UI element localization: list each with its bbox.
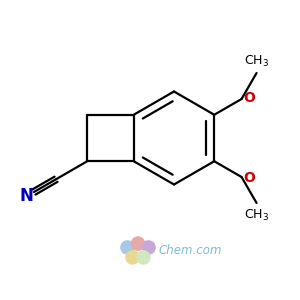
Text: Chem.com: Chem.com <box>158 244 222 257</box>
Circle shape <box>142 241 155 254</box>
Text: N: N <box>20 187 34 205</box>
Text: O: O <box>244 92 256 105</box>
Circle shape <box>126 251 139 264</box>
Circle shape <box>121 241 134 254</box>
Circle shape <box>137 251 150 264</box>
Text: CH$_3$: CH$_3$ <box>244 208 269 223</box>
Circle shape <box>131 237 145 250</box>
Text: CH$_3$: CH$_3$ <box>244 53 269 68</box>
Text: O: O <box>244 171 256 184</box>
